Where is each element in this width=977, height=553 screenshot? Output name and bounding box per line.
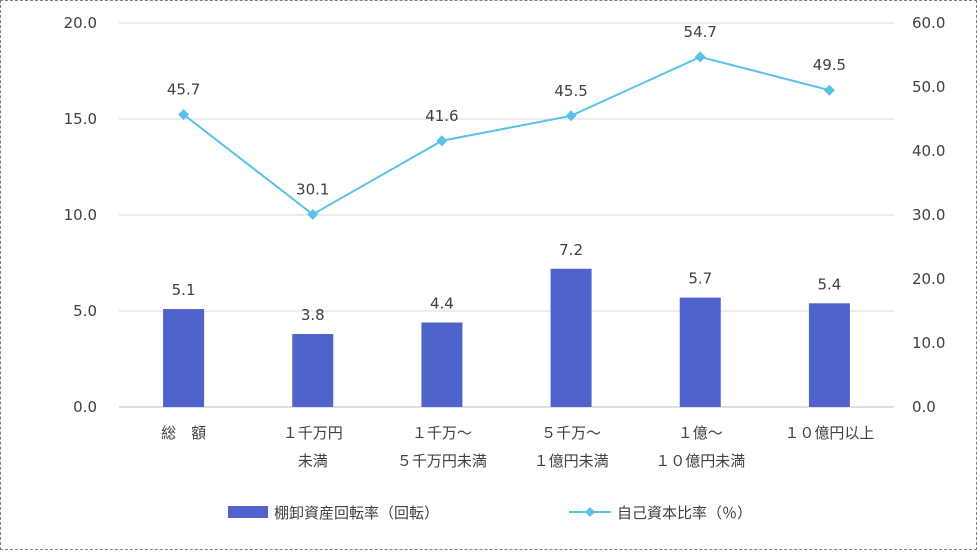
right-axis-tick-label: 10.0 [912,334,945,352]
left-axis-tick-label: 20.0 [64,14,97,32]
bar [808,303,850,407]
line-data-label: 30.1 [296,180,329,198]
category-label: １千万円 [283,424,343,442]
category-label: １０億円以上 [784,424,874,442]
right-axis-tick-label: 50.0 [912,78,945,96]
legend-line-label: 自己資本比率（％） [617,504,752,522]
right-axis-tick-label: 0.0 [912,398,936,416]
line-data-label: 45.5 [554,82,587,100]
right-axis-tick-label: 40.0 [912,142,945,160]
bar-data-label: 4.4 [430,295,454,313]
line-series [178,51,835,220]
legend-bar-swatch [228,506,268,518]
bar [421,322,463,407]
bar-data-label: 5.7 [688,270,712,288]
bar [679,297,721,407]
left-axis-tick-label: 5.0 [73,302,97,320]
legend-bar-label: 棚卸資産回転率（回転） [274,504,439,522]
bar-data-label: 7.2 [559,241,583,259]
line-point [565,110,577,122]
line-point [823,84,835,96]
left-axis-tick-label: 15.0 [64,110,97,128]
line-data-label: 54.7 [684,23,717,41]
bar [550,268,592,407]
bar-series [163,268,850,407]
bar-data-label: 5.1 [172,281,196,299]
bar-data-label: 5.4 [817,275,841,293]
bar-data-labels: 5.1 3.8 4.4 7.2 5.7 5.4 [172,241,842,324]
gridlines [119,22,894,408]
line-data-label: 45.7 [167,81,200,99]
category-label: １億円未満 [534,452,609,470]
line-point [694,51,706,63]
legend-line-marker [585,507,595,517]
bar [292,334,334,407]
category-label: １億～ [678,424,723,442]
line-point [307,208,319,220]
line-point [178,109,190,121]
legend: 棚卸資産回転率（回転） 自己資本比率（％） [228,504,752,522]
line-path [182,55,830,216]
right-axis-tick-label: 60.0 [912,14,945,32]
category-label: 未満 [298,452,328,470]
category-label: 総 額 [161,424,206,442]
category-label: １０億円未満 [655,452,745,470]
left-axis-tick-label: 10.0 [64,206,97,224]
bar-data-label: 3.8 [301,306,325,324]
right-axis-tick-label: 30.0 [912,206,945,224]
line-point [436,135,448,147]
left-axis: 0.0 5.0 10.0 15.0 20.0 [64,14,97,416]
line-data-label: 49.5 [813,56,846,74]
bar [163,309,205,407]
right-axis: 0.0 10.0 20.0 30.0 40.0 50.0 60.0 [912,14,945,416]
right-axis-tick-label: 20.0 [912,270,945,288]
left-axis-tick-label: 0.0 [73,398,97,416]
line-data-label: 41.6 [425,107,458,125]
category-label: ５千万～ [541,424,601,442]
category-label: １千万～ [412,424,472,442]
category-label: ５千万円未満 [397,452,487,470]
line-data-labels: 45.7 30.1 41.6 45.5 54.7 49.5 [167,23,846,198]
